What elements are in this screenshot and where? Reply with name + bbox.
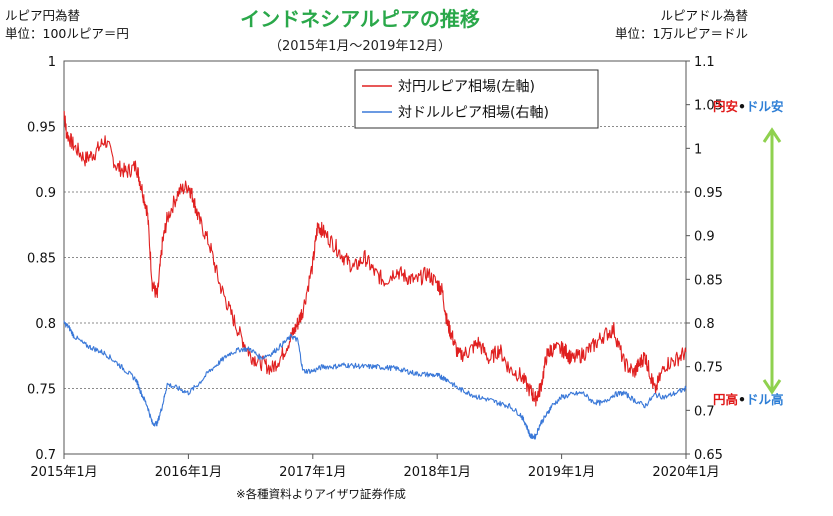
- annotation-weak-yen: 円安: [713, 99, 738, 114]
- right-y-tick-label: 0.7: [694, 404, 715, 419]
- left-y-tick-label: 0.75: [27, 383, 56, 398]
- x-axis-ticks: [63, 454, 687, 459]
- chart-subtitle: （2015年1月〜2019年12月）: [269, 39, 451, 54]
- annotation-weak-dollar: ドル安: [746, 99, 784, 114]
- right-y-tick-label: 0.75: [694, 361, 723, 376]
- series-lines: [63, 110, 687, 440]
- right-y-tick-label: 1: [694, 142, 702, 157]
- right-axis-caption-line2: 単位：1万ルピア＝ドル: [615, 26, 748, 41]
- annotation-strong-dot: •: [738, 392, 746, 407]
- strength-annotation: 円安•ドル安 円高•ドル高: [713, 99, 784, 407]
- left-y-tick-label: 0.85: [27, 252, 56, 267]
- annotation-strong: 円高•ドル高: [713, 392, 784, 407]
- legend-label-dollar: 対ドルルピア相場(右軸): [398, 105, 549, 121]
- x-axis-labels: 2015年1月 2016年1月 2017年1月 2018年1月 2019年1月 2020年…: [30, 465, 719, 480]
- chart-title: インドネシアルピアの推移: [240, 7, 480, 31]
- legend: 対円ルピア相場(左軸) 対ドルルピア相場(右軸): [354, 69, 599, 129]
- series-line-dollar: [63, 320, 687, 440]
- right-y-tick-label: 0.8: [694, 317, 715, 332]
- x-tick-label: 2020年1月: [652, 465, 719, 480]
- left-axis-caption-line1: ルピア円為替: [5, 8, 81, 23]
- x-tick-label: 2016年1月: [155, 465, 222, 480]
- annotation-strong-yen: 円高: [713, 392, 738, 407]
- x-tick-label: 2019年1月: [528, 465, 595, 480]
- right-y-tick-label: 1.05: [694, 99, 723, 114]
- legend-box: [354, 69, 599, 129]
- left-axis-caption-line2: 単位：100ルピア＝円: [5, 26, 129, 41]
- right-axis-caption-line1: ルピアドル為替: [660, 8, 748, 23]
- right-y-tick-label: 0.9: [694, 230, 715, 245]
- double-arrow-icon: [762, 127, 782, 395]
- left-y-tick-label: 0.95: [27, 121, 56, 136]
- x-tick-label: 2018年1月: [404, 465, 471, 480]
- left-y-tick-label: 1: [48, 55, 56, 70]
- right-y-tick-label: 0.95: [694, 186, 723, 201]
- source-note: ※各種資料よりアイザワ証券作成: [236, 487, 406, 501]
- x-tick-label: 2015年1月: [30, 465, 97, 480]
- x-tick-label: 2017年1月: [279, 465, 346, 480]
- annotation-weak-dot: •: [738, 99, 746, 114]
- left-y-tick-label: 0.8: [35, 317, 56, 332]
- left-y-axis: 1 0.95 0.9 0.85 0.8 0.75 0.7: [27, 55, 56, 463]
- right-y-tick-label: 0.85: [694, 273, 723, 288]
- annotation-strong-dollar: ドル高: [746, 392, 784, 407]
- right-y-tick-label: 1.1: [694, 55, 715, 70]
- left-y-tick-label: 0.7: [35, 448, 56, 463]
- annotation-weak: 円安•ドル安: [713, 99, 784, 114]
- legend-label-yen: 対円ルピア相場(左軸): [398, 79, 535, 95]
- right-y-axis: 1.1 1.05 1 0.95 0.9 0.85 0.8 0.75 0.7 0.65: [686, 55, 723, 463]
- right-y-tick-label: 0.65: [694, 448, 723, 463]
- series-line-yen: [63, 110, 687, 407]
- left-y-tick-label: 0.9: [35, 186, 56, 201]
